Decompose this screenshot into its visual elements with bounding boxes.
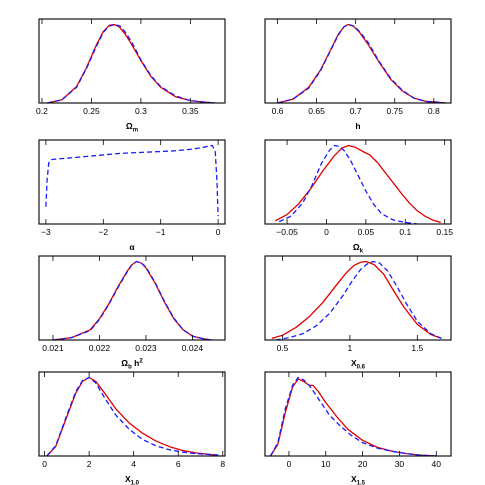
x-tick-label: 0.1	[399, 227, 411, 237]
x-tick-label: 0.3	[135, 106, 147, 116]
x-tick-label: 0.021	[42, 343, 64, 353]
x-tick-label: 6	[176, 459, 181, 469]
series-dashed-line	[46, 23, 216, 104]
series-solid-line	[52, 260, 212, 341]
series-dashed-line	[277, 23, 446, 104]
x-axis-label: α	[129, 242, 135, 252]
x-tick-label: 0.15	[436, 227, 453, 237]
x-axis-label: Ωk	[353, 242, 364, 255]
x-axis-label: Ωm	[126, 121, 138, 134]
x-tick-label: −1	[156, 227, 166, 237]
x-tick-label: 0.024	[182, 343, 204, 353]
series-dashed-line	[269, 376, 437, 457]
x-tick-label: 4	[131, 459, 136, 469]
panel-2: 0.6 0.65 0.7 0.75 0.8 h	[264, 18, 452, 131]
x-tick-label: 0.2	[36, 106, 48, 116]
x-tick-label: 0.5	[277, 343, 289, 353]
x-tick-label: 0.35	[182, 106, 199, 116]
x-axis-label: X1.0	[125, 474, 140, 485]
x-tick-label: 2	[87, 459, 92, 469]
x-tick-label: 0	[287, 459, 292, 469]
plot-frame	[38, 18, 226, 104]
x-tick-label: 0	[42, 459, 47, 469]
panel-4: −0.05 0 0.05 0.1 0.15 Ωk	[264, 139, 453, 255]
x-tick-label: 30	[395, 459, 405, 469]
x-tick-label: 20	[358, 459, 368, 469]
x-tick-label: 40	[432, 459, 442, 469]
x-tick-label: 0.8	[428, 106, 440, 116]
x-axis-label: h	[355, 121, 360, 131]
x-axis-label: X0.6	[351, 358, 366, 371]
x-tick-label: −0.05	[276, 227, 298, 237]
series-dashed-line	[45, 144, 219, 217]
panel-6: 0.5 1 1.5 X0.6	[264, 255, 452, 371]
series-dashed-line	[278, 144, 418, 225]
panel-3: −3 −2 −1 0 α	[38, 139, 226, 252]
series-dashed-line	[275, 260, 442, 341]
plot-frame	[264, 139, 452, 225]
x-tick-label: 8	[220, 459, 225, 469]
x-tick-label: 10	[321, 459, 331, 469]
x-axis-label: X1.5	[351, 474, 366, 485]
plot-frame	[264, 255, 452, 341]
plot-frame	[264, 371, 452, 457]
x-tick-label: 1.5	[411, 343, 423, 353]
plot-frame	[38, 371, 226, 457]
x-tick-label: 0	[324, 227, 329, 237]
x-tick-label: 1	[348, 343, 353, 353]
x-tick-label: 0.75	[386, 106, 403, 116]
x-tick-label: 0.022	[89, 343, 111, 353]
plot-frame	[38, 139, 226, 225]
panel-7: 0 2 4 6 8 X1.0	[38, 371, 226, 485]
x-tick-label: −3	[41, 227, 51, 237]
x-tick-label: −2	[98, 227, 108, 237]
x-tick-label: 0.65	[308, 106, 325, 116]
series-dashed-line	[46, 376, 219, 457]
series-solid-line	[274, 144, 441, 224]
x-tick-label: 0.25	[83, 106, 100, 116]
x-axis-label: Ωb h2	[121, 358, 143, 371]
series-dashed-line	[52, 260, 212, 341]
x-tick-label: 0.6	[272, 106, 284, 116]
series-solid-line	[46, 376, 219, 457]
x-tick-label: 0.023	[135, 343, 157, 353]
panel-1: 0.2 0.25 0.3 0.35 Ωm	[36, 18, 226, 134]
panel-8: 0 10 20 30 40 X1.5	[264, 371, 452, 485]
x-tick-label: 0.05	[358, 227, 375, 237]
series-solid-line	[277, 23, 446, 104]
x-tick-label: 0.7	[350, 106, 362, 116]
plot-frame	[264, 18, 452, 104]
plot-frame	[38, 255, 226, 341]
series-solid-line	[269, 378, 437, 457]
series-solid-line	[271, 260, 442, 340]
panel-5: 0.021 0.022 0.023 0.024 Ωb h2	[38, 255, 226, 371]
x-tick-label: 0	[216, 227, 221, 237]
